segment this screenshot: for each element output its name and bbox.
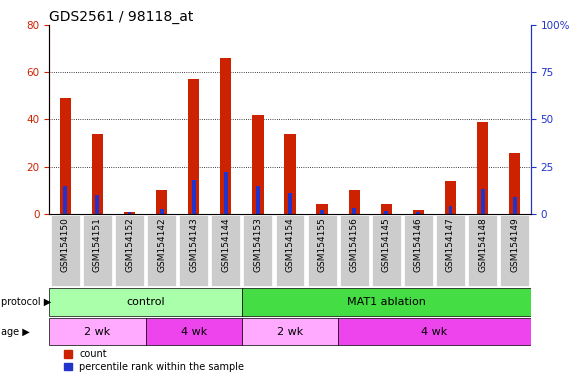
Bar: [256, 185, 260, 214]
Bar: [380, 204, 392, 214]
Text: GDS2561 / 98118_at: GDS2561 / 98118_at: [49, 10, 194, 24]
Bar: [317, 204, 328, 214]
Bar: [160, 209, 164, 214]
Text: age ▶: age ▶: [1, 326, 30, 336]
Text: GSM154143: GSM154143: [189, 218, 198, 272]
Text: GSM154144: GSM154144: [222, 218, 230, 272]
Text: GSM154151: GSM154151: [93, 218, 102, 273]
Text: MAT1 ablation: MAT1 ablation: [347, 297, 426, 307]
Bar: [128, 212, 132, 214]
Bar: [188, 79, 200, 214]
Legend: count, percentile rank within the sample: count, percentile rank within the sample: [64, 349, 244, 372]
FancyBboxPatch shape: [83, 215, 112, 286]
Text: 4 wk: 4 wk: [180, 326, 207, 336]
Bar: [352, 208, 356, 214]
FancyBboxPatch shape: [179, 215, 208, 286]
Bar: [252, 115, 263, 214]
Bar: [445, 181, 456, 214]
FancyBboxPatch shape: [244, 215, 273, 286]
Bar: [349, 190, 360, 214]
Bar: [60, 98, 71, 214]
Bar: [156, 190, 167, 214]
Bar: [413, 210, 424, 214]
Text: GSM154145: GSM154145: [382, 218, 391, 272]
FancyBboxPatch shape: [500, 215, 529, 286]
FancyBboxPatch shape: [51, 215, 80, 286]
FancyBboxPatch shape: [49, 318, 146, 345]
Text: control: control: [126, 297, 165, 307]
Text: GSM154146: GSM154146: [414, 218, 423, 272]
FancyBboxPatch shape: [146, 318, 242, 345]
FancyBboxPatch shape: [49, 288, 242, 316]
Bar: [63, 185, 67, 214]
Text: GSM154149: GSM154149: [510, 218, 519, 272]
Bar: [220, 58, 231, 214]
Bar: [284, 134, 296, 214]
Bar: [92, 134, 103, 214]
Text: GSM154154: GSM154154: [285, 218, 295, 272]
Text: GSM154147: GSM154147: [446, 218, 455, 272]
FancyBboxPatch shape: [436, 215, 465, 286]
FancyBboxPatch shape: [340, 215, 369, 286]
Bar: [96, 195, 99, 214]
Bar: [288, 193, 292, 214]
Bar: [320, 210, 324, 214]
FancyBboxPatch shape: [404, 215, 433, 286]
FancyBboxPatch shape: [307, 215, 336, 286]
Text: 2 wk: 2 wk: [84, 326, 111, 336]
FancyBboxPatch shape: [372, 215, 401, 286]
Bar: [124, 212, 135, 214]
Bar: [192, 180, 195, 214]
Text: GSM154153: GSM154153: [253, 218, 262, 273]
Text: GSM154155: GSM154155: [318, 218, 327, 273]
Bar: [224, 172, 228, 214]
Text: protocol ▶: protocol ▶: [1, 297, 51, 307]
FancyBboxPatch shape: [468, 215, 497, 286]
Text: GSM154142: GSM154142: [157, 218, 166, 272]
Text: GSM154148: GSM154148: [478, 218, 487, 272]
Text: GSM154152: GSM154152: [125, 218, 134, 272]
Text: GSM154156: GSM154156: [350, 218, 358, 273]
Text: GSM154150: GSM154150: [61, 218, 70, 273]
Bar: [385, 211, 388, 214]
FancyBboxPatch shape: [115, 215, 144, 286]
FancyBboxPatch shape: [276, 215, 304, 286]
FancyBboxPatch shape: [147, 215, 176, 286]
FancyBboxPatch shape: [211, 215, 240, 286]
FancyBboxPatch shape: [338, 318, 531, 345]
Bar: [481, 189, 484, 214]
Text: 2 wk: 2 wk: [277, 326, 303, 336]
Bar: [448, 206, 452, 214]
Bar: [513, 197, 517, 214]
Bar: [509, 152, 520, 214]
FancyBboxPatch shape: [242, 318, 338, 345]
Text: 4 wk: 4 wk: [421, 326, 448, 336]
FancyBboxPatch shape: [242, 288, 531, 316]
Bar: [416, 212, 420, 214]
Bar: [477, 122, 488, 214]
